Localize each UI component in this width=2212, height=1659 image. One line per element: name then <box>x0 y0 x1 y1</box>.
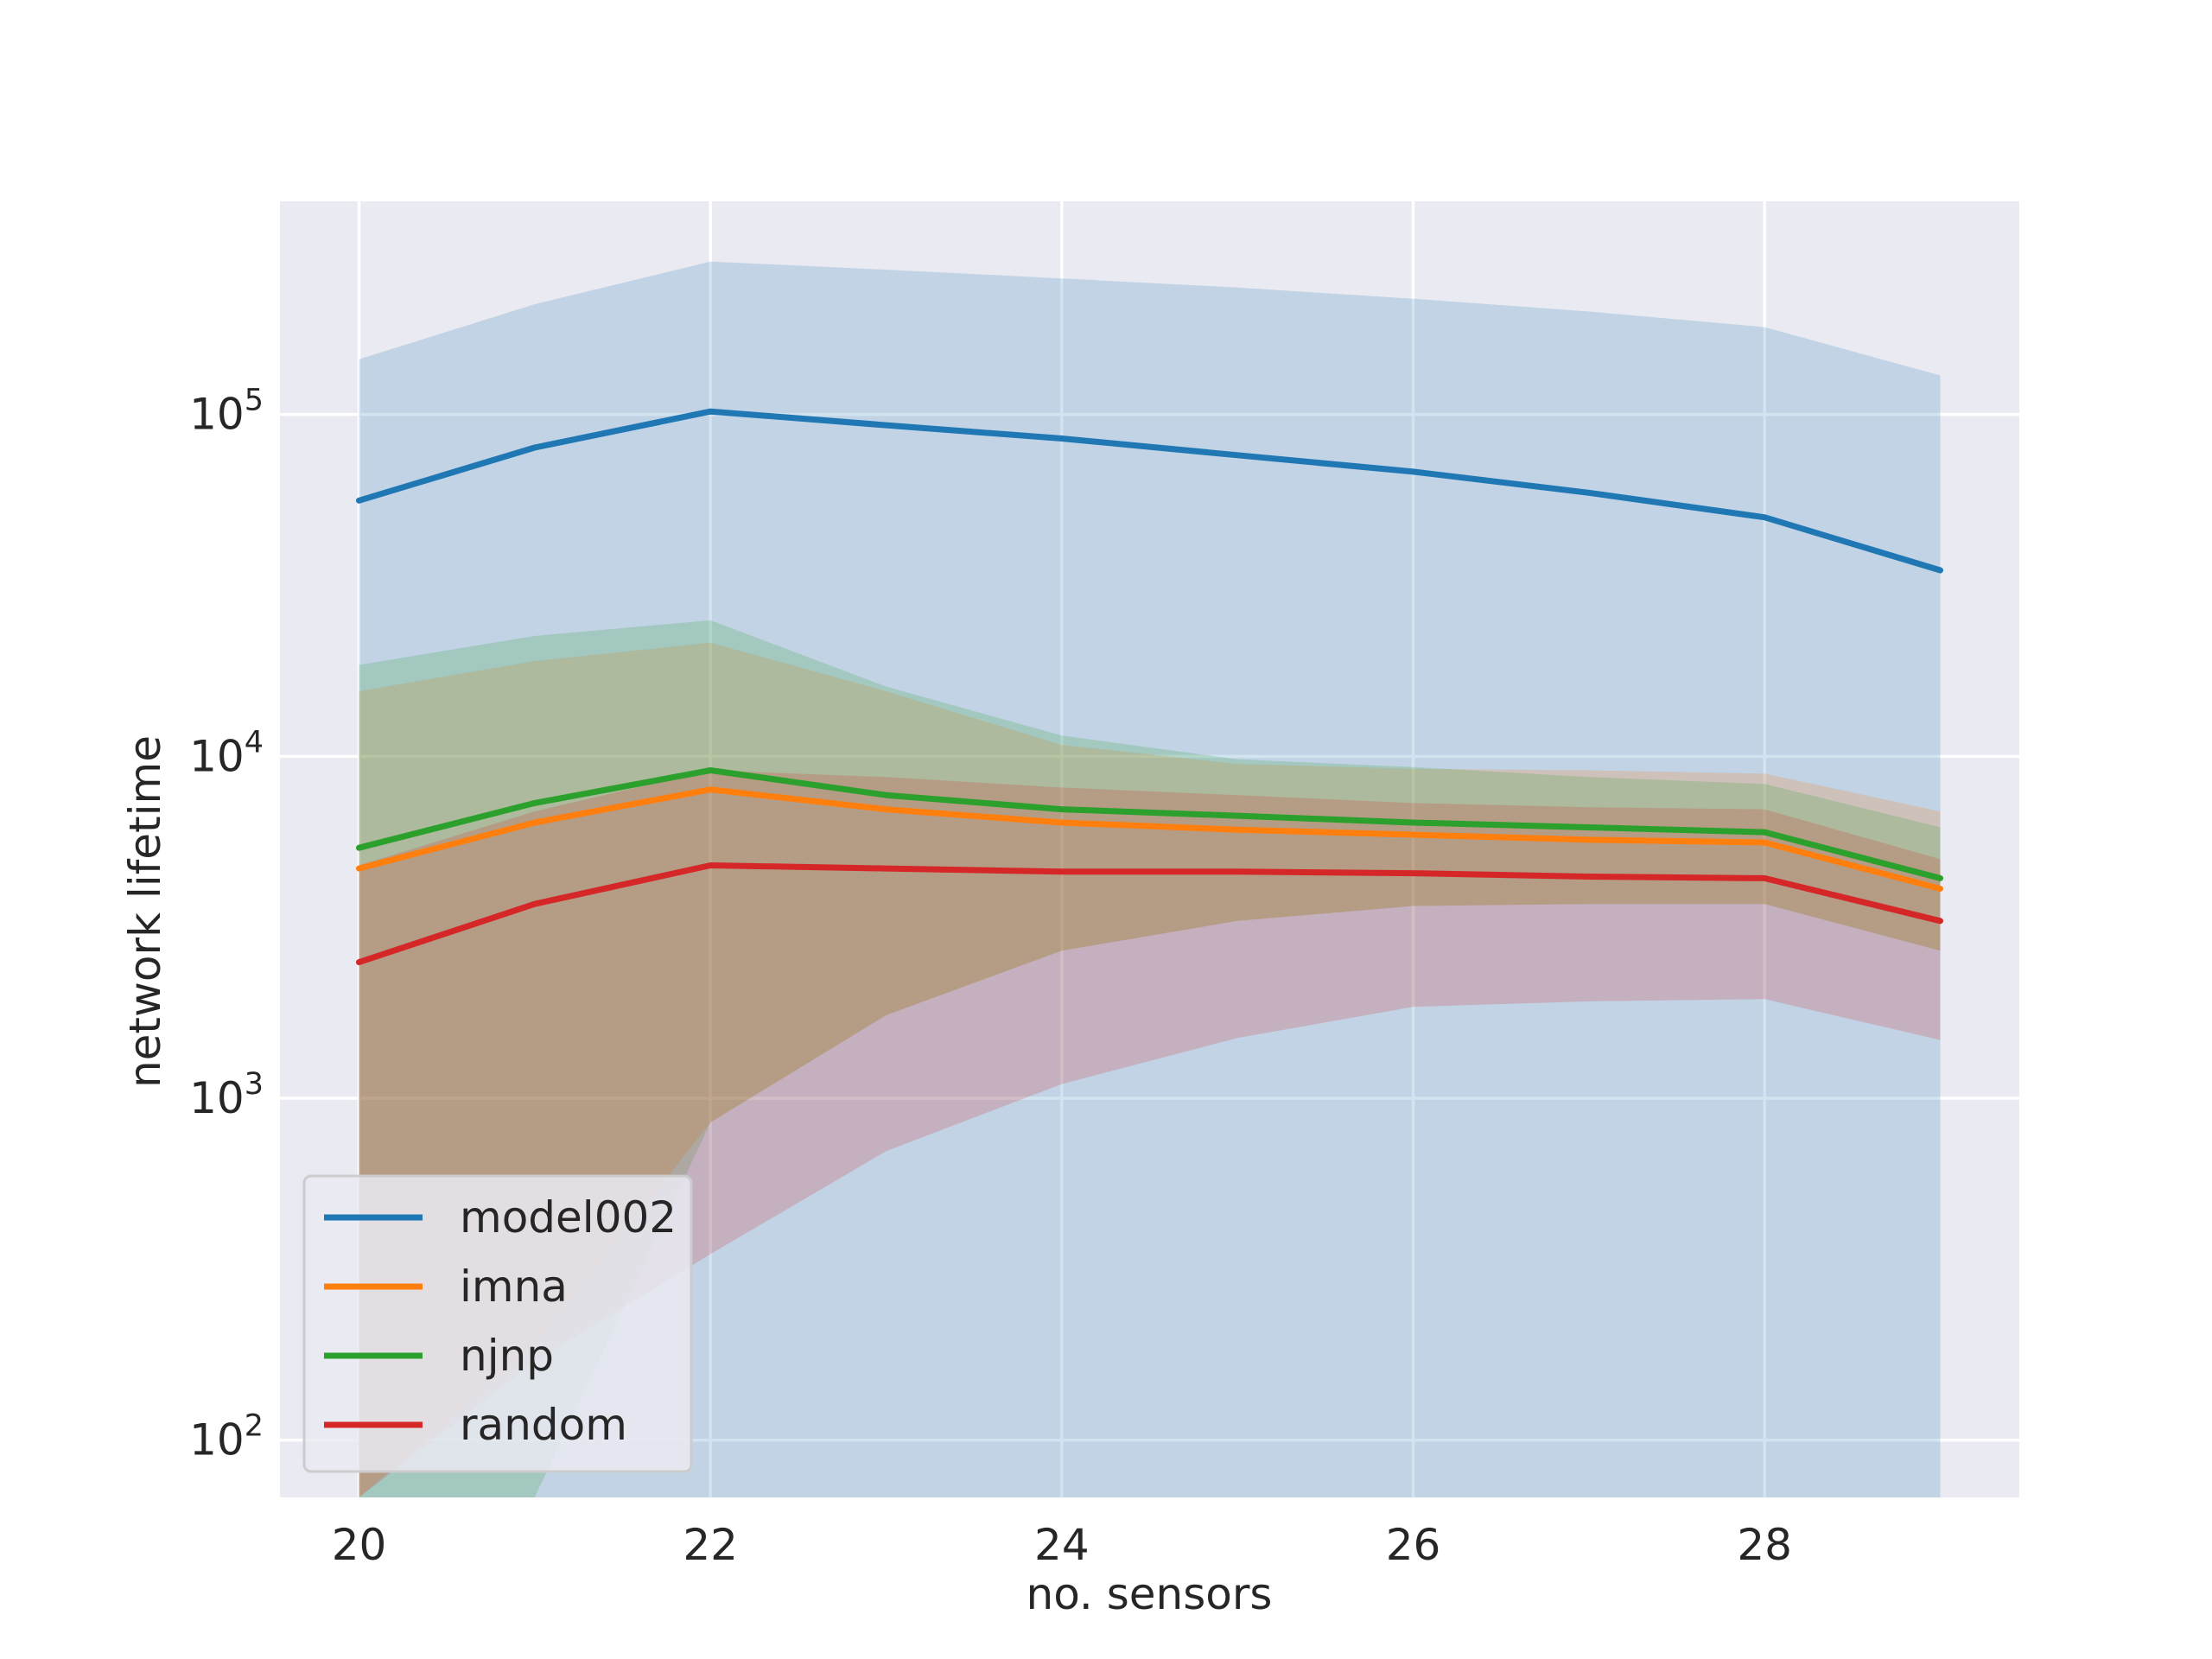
band-imna <box>359 642 1941 1497</box>
gridlines <box>280 201 2019 1497</box>
legend-label-random: random <box>460 1400 627 1450</box>
legend: model002 imna njnp random <box>302 1174 693 1473</box>
line-njnp <box>356 767 1943 881</box>
legend-label-imna: imna <box>460 1262 568 1312</box>
y-axis-ticks: 102 103 104 105 <box>189 384 264 1465</box>
y-tick-label: 103 <box>189 1067 264 1123</box>
legend-label-njnp: njnp <box>460 1331 554 1381</box>
x-tick-label: 20 <box>332 1520 387 1570</box>
x-axis-label: no. sensors <box>1027 1569 1273 1619</box>
x-tick-label: 24 <box>1034 1520 1090 1570</box>
band-model002 <box>359 261 1941 1497</box>
y-tick-label: 104 <box>189 725 264 781</box>
series-lines <box>356 408 1943 966</box>
x-tick-label: 22 <box>683 1520 738 1570</box>
line-model002 <box>356 408 1943 574</box>
legend-box <box>302 1174 693 1473</box>
x-tick-label: 26 <box>1386 1520 1441 1570</box>
legend-label-model002: model002 <box>460 1192 677 1243</box>
x-axis-ticks: 20 22 24 26 28 <box>332 1520 1792 1570</box>
y-tick-label: 105 <box>189 384 264 440</box>
y-tick-label: 102 <box>189 1409 264 1465</box>
band-random <box>359 770 1941 1497</box>
x-tick-label: 28 <box>1737 1520 1792 1570</box>
line-imna <box>356 786 1943 892</box>
y-axis-label: network lifetime <box>120 735 170 1088</box>
line-random <box>356 862 1943 966</box>
